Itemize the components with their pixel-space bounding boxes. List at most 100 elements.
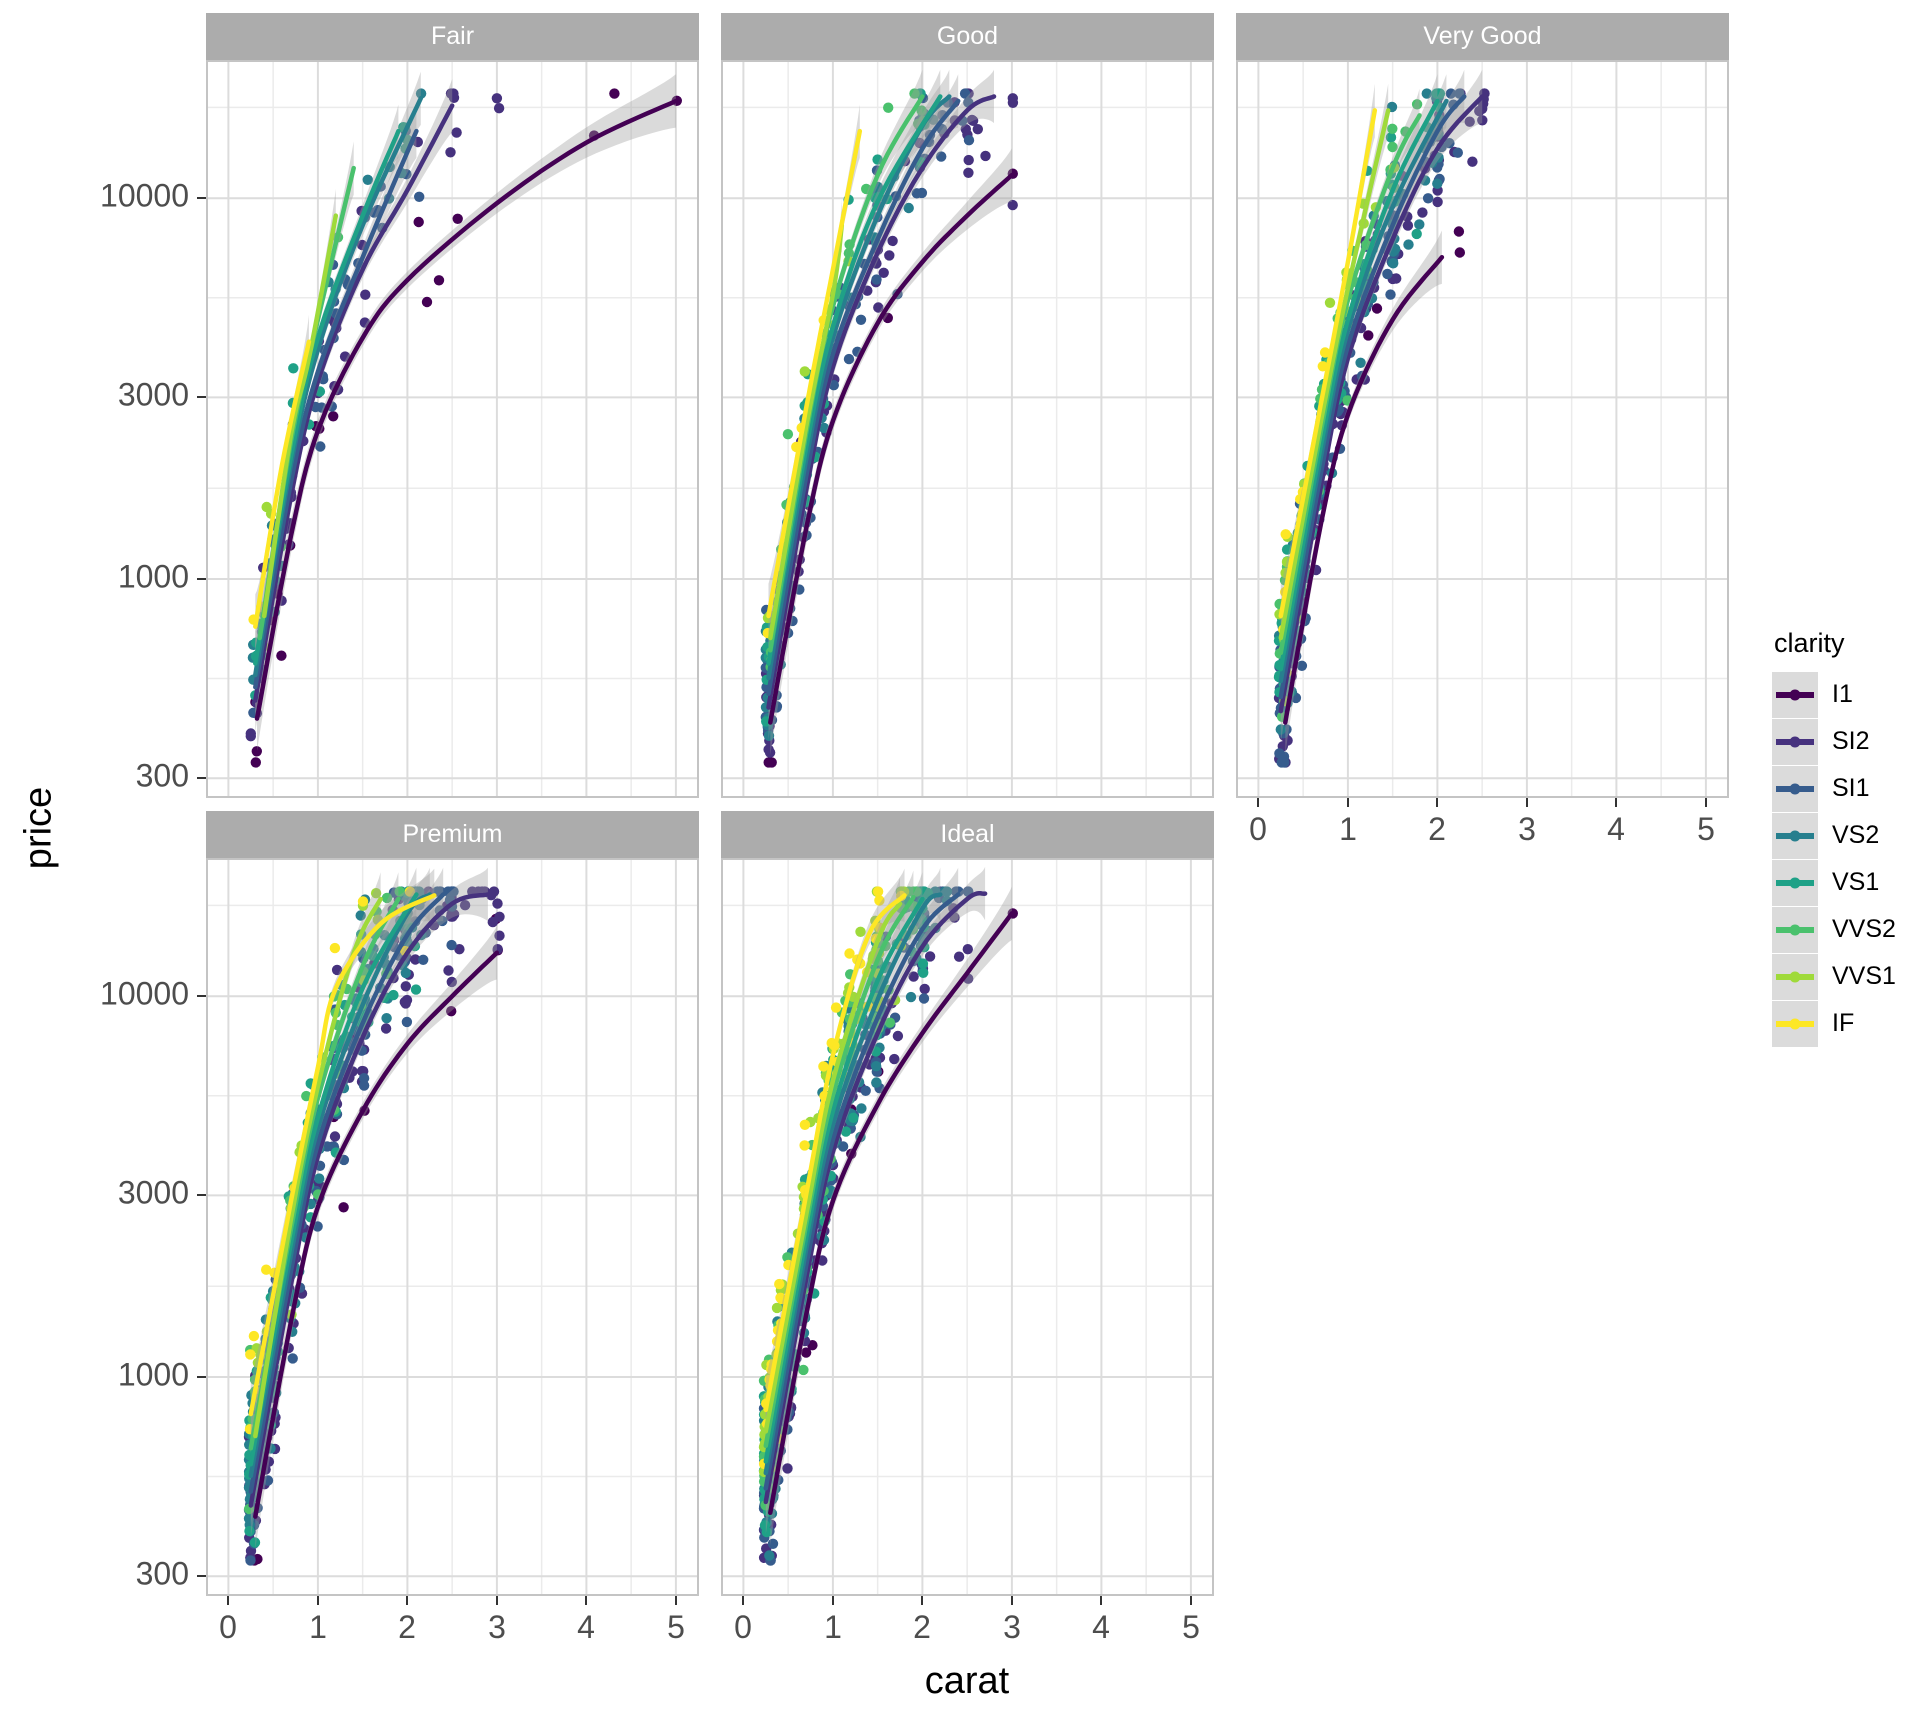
x-tick-label: 5 [1182, 1609, 1200, 1645]
legend-entry-label: VVS1 [1832, 962, 1896, 990]
legend-key-swatch [1772, 812, 1818, 859]
y-tick-mark [197, 578, 206, 580]
x-tick-label: 2 [1428, 811, 1446, 847]
x-tick-mark [1100, 1596, 1102, 1605]
x-tick-label: 4 [1092, 1609, 1110, 1645]
x-tick-label: 2 [913, 1609, 931, 1645]
x-tick-mark [1257, 798, 1259, 807]
x-tick-label: 3 [1003, 1609, 1021, 1645]
y-tick-label: 10000 [100, 177, 189, 214]
legend-key-swatch [1772, 765, 1818, 812]
y-tick-mark [197, 1376, 206, 1378]
legend-entry-si1: SI1 [1772, 765, 1896, 812]
x-tick-mark [1436, 798, 1438, 807]
legend-key-swatch [1772, 859, 1818, 906]
smooth-curves [253, 96, 679, 721]
legend-key-swatch [1772, 671, 1818, 718]
legend-key-swatch [1772, 953, 1818, 1000]
x-tick-mark [317, 1596, 319, 1605]
legend-entry-label: SI2 [1832, 727, 1870, 755]
y-tick-label: 3000 [117, 376, 189, 413]
y-tick-label: 1000 [117, 1356, 189, 1393]
smooth-curves [766, 94, 1015, 725]
x-tick-label: 4 [577, 1609, 595, 1645]
x-tick-mark [832, 1596, 834, 1605]
panel-very-good [1236, 60, 1729, 798]
legend-key-swatch [1772, 1000, 1818, 1047]
panel-premium [206, 858, 699, 1596]
legend-title: clarity [1774, 628, 1845, 658]
x-tick-mark [921, 1596, 923, 1605]
strip-label: Ideal [940, 820, 995, 848]
strip-label: Good [936, 22, 999, 50]
x-tick-mark [496, 1596, 498, 1605]
facet-strip-ideal: Ideal [721, 811, 1214, 858]
legend-entry-label: I1 [1832, 680, 1853, 708]
y-tick-mark [197, 1194, 206, 1196]
x-tick-mark [675, 1596, 677, 1605]
x-tick-mark [406, 1596, 408, 1605]
facet-strip-very-good: Very Good [1236, 13, 1729, 60]
y-tick-label: 1000 [117, 558, 189, 595]
legend-entry-vs2: VS2 [1772, 812, 1896, 859]
x-tick-label: 1 [824, 1609, 842, 1645]
legend-entries: I1 SI2 SI1 VS2 VS1 VVS2 VVS1 IF [1772, 671, 1896, 1047]
y-tick-mark [197, 777, 206, 779]
panel-good [721, 60, 1214, 798]
x-tick-mark [227, 1596, 229, 1605]
legend-entry-i1: I1 [1772, 671, 1896, 718]
legend-entry-vvs2: VVS2 [1772, 906, 1896, 953]
legend-entry-si2: SI2 [1772, 718, 1896, 765]
points-I1 [1280, 226, 1465, 699]
x-tick-label: 0 [734, 1609, 752, 1645]
legend-key-swatch [1772, 906, 1818, 953]
y-tick-mark [197, 995, 206, 997]
gridlines [1236, 60, 1729, 798]
gridlines [206, 858, 699, 1596]
legend-key-swatch [1772, 718, 1818, 765]
legend-entry-vvs1: VVS1 [1772, 953, 1896, 1000]
gridlines [721, 60, 1214, 798]
x-tick-label: 4 [1607, 811, 1625, 847]
x-tick-mark [1526, 798, 1528, 807]
facet-strip-premium: Premium [206, 811, 699, 858]
x-tick-label: 1 [309, 1609, 327, 1645]
smooth-curves [763, 891, 1015, 1516]
facet-strip-good: Good [721, 13, 1214, 60]
y-tick-label: 300 [135, 1555, 189, 1592]
y-tick-label: 10000 [100, 975, 189, 1012]
x-tick-mark [1705, 798, 1707, 807]
strip-label: Fair [430, 22, 475, 50]
x-tick-mark [585, 1596, 587, 1605]
x-tick-label: 5 [667, 1609, 685, 1645]
x-tick-mark [1347, 798, 1349, 807]
x-tick-mark [1615, 798, 1617, 807]
x-tick-label: 2 [398, 1609, 416, 1645]
legend-entry-label: SI1 [1832, 774, 1870, 802]
panel-ideal [721, 858, 1214, 1596]
smooth-curves [248, 892, 500, 1519]
x-tick-mark [1011, 1596, 1013, 1605]
x-tick-label: 0 [219, 1609, 237, 1645]
panel-fair [206, 60, 699, 798]
x-tick-label: 3 [488, 1609, 506, 1645]
x-tick-label: 5 [1697, 811, 1715, 847]
legend-entry-label: VS1 [1832, 868, 1880, 896]
y-tick-mark [197, 197, 206, 199]
x-tick-label: 0 [1249, 811, 1267, 847]
y-axis-title: price [17, 786, 60, 870]
legend-entry-label: IF [1832, 1009, 1855, 1037]
strip-label: Premium [402, 820, 503, 848]
legend-entry-vs1: VS1 [1772, 859, 1896, 906]
y-tick-label: 300 [135, 757, 189, 794]
y-tick-mark [197, 1575, 206, 1577]
x-tick-mark [742, 1596, 744, 1605]
legend-entry-if: IF [1772, 1000, 1896, 1047]
y-tick-mark [197, 396, 206, 398]
x-axis-title: carat [924, 1660, 1010, 1702]
y-tick-label: 3000 [117, 1174, 189, 1211]
facet-strip-fair: Fair [206, 13, 699, 60]
legend-entry-label: VS2 [1832, 821, 1880, 849]
x-tick-label: 3 [1518, 811, 1536, 847]
x-tick-mark [1190, 1596, 1192, 1605]
